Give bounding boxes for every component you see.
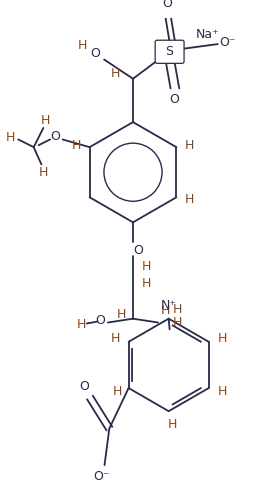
Text: H: H (72, 139, 81, 152)
Text: H: H (218, 386, 227, 398)
Text: H: H (185, 193, 194, 206)
Text: O: O (90, 47, 100, 60)
Text: H: H (117, 308, 126, 321)
Text: H: H (39, 166, 48, 179)
Text: O: O (95, 314, 105, 327)
Text: O: O (169, 94, 179, 106)
Text: O: O (50, 130, 60, 143)
Text: H: H (161, 304, 171, 317)
Text: O: O (163, 0, 173, 10)
Text: N⁺: N⁺ (161, 298, 177, 312)
Text: H: H (173, 302, 182, 315)
Text: O⁻: O⁻ (219, 36, 236, 49)
Text: H: H (185, 139, 194, 152)
Text: H: H (112, 386, 122, 398)
Text: O⁻: O⁻ (93, 470, 110, 483)
Text: H: H (6, 131, 15, 144)
Text: H: H (41, 114, 50, 127)
Text: H: H (173, 316, 182, 329)
Text: H: H (142, 277, 151, 290)
Text: H: H (78, 40, 88, 52)
Text: H: H (111, 67, 120, 80)
Text: Na⁺: Na⁺ (195, 28, 219, 41)
Text: H: H (218, 333, 227, 346)
Text: O: O (79, 380, 89, 393)
Text: H: H (77, 318, 87, 331)
Text: S: S (166, 45, 174, 58)
Text: H: H (110, 333, 120, 346)
Text: H: H (168, 418, 177, 431)
FancyBboxPatch shape (155, 40, 184, 63)
Text: O: O (133, 244, 143, 257)
Text: H: H (142, 260, 151, 273)
